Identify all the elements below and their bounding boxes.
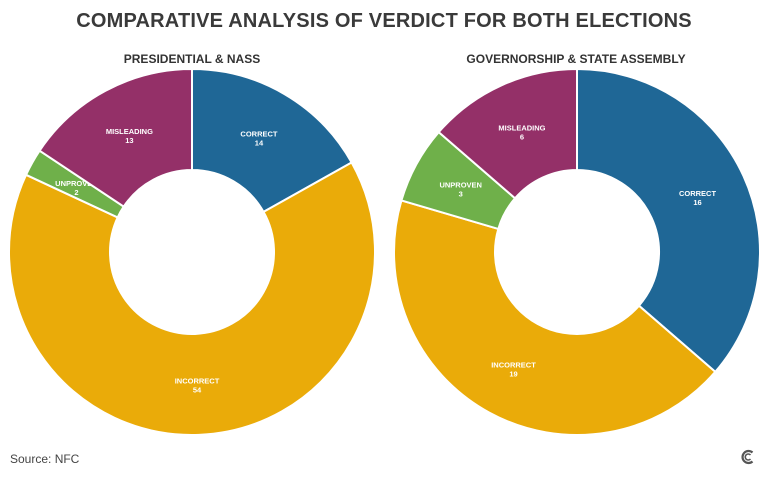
- slice-label-correct: CORRECT: [240, 130, 278, 139]
- slice-value-misleading: 6: [520, 132, 524, 141]
- slice-misleading: [38, 67, 193, 208]
- slice-correct: [576, 67, 761, 374]
- slice-value-misleading: 13: [125, 136, 133, 145]
- slice-label-unproven: UNPROVEN: [439, 180, 482, 189]
- slice-correct: [191, 67, 353, 214]
- slice-label-unproven: UNPROVEN: [55, 179, 98, 188]
- slice-value-incorrect: 54: [193, 385, 202, 394]
- slice-incorrect: [393, 199, 717, 436]
- slice-label-incorrect: INCORRECT: [491, 360, 536, 369]
- slice-label-incorrect: INCORRECT: [175, 376, 220, 385]
- slice-label-misleading: MISLEADING: [106, 127, 153, 136]
- left-chart-title: PRESIDENTIAL & NASS: [123, 52, 261, 66]
- source-note: Source: NFC: [10, 452, 80, 466]
- chart-title: COMPARATIVE ANALYSIS OF VERDICT FOR BOTH…: [76, 10, 692, 32]
- slice-label-misleading: MISLEADING: [498, 123, 545, 132]
- slice-misleading: [437, 67, 578, 200]
- c-logo-icon: [741, 449, 754, 465]
- slice-value-correct: 14: [255, 139, 264, 148]
- right-chart-title: GOVERNORSHIP & STATE ASSEMBLY: [466, 52, 686, 66]
- slice-value-incorrect: 19: [509, 369, 517, 378]
- slice-value-unproven: 3: [459, 189, 463, 198]
- slice-label-correct: CORRECT: [679, 189, 717, 198]
- slice-value-correct: 16: [693, 198, 701, 207]
- slice-value-unproven: 2: [74, 188, 78, 197]
- slice-incorrect: [8, 161, 376, 436]
